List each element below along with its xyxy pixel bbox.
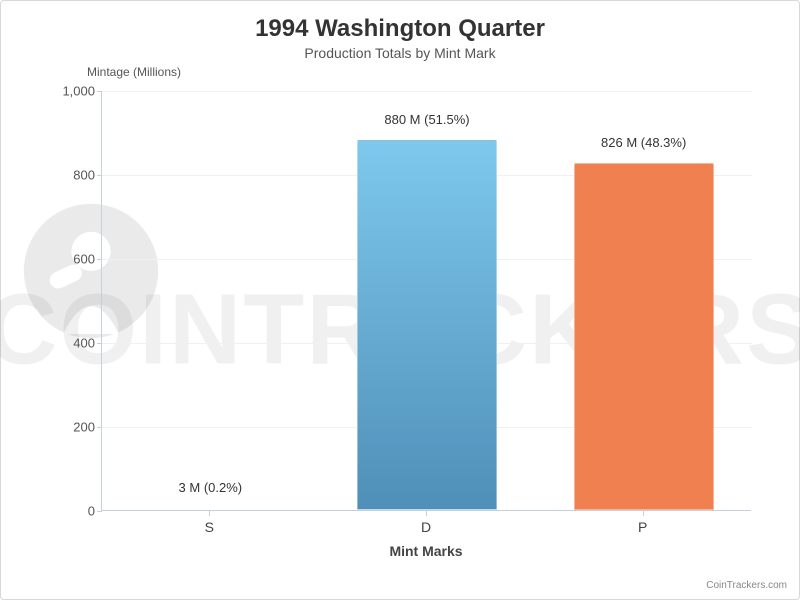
y-tick-mark (97, 91, 102, 92)
y-axis-label: Mintage (Millions) (87, 65, 181, 79)
x-tick-label-P: P (638, 519, 647, 535)
credit-text: CoinTrackers.com (706, 580, 787, 591)
y-tick-mark (97, 259, 102, 260)
gridline (102, 91, 752, 92)
bar-S (140, 508, 280, 510)
bar-P (574, 163, 714, 510)
y-tick-label: 800 (45, 168, 95, 183)
y-tick-mark (97, 343, 102, 344)
plot-area: 02004006008001,0003 M (0.2%)880 M (51.5%… (101, 91, 751, 511)
title-block: 1994 Washington Quarter Production Total… (1, 1, 799, 61)
y-tick-label: 600 (45, 252, 95, 267)
bar-label-P: 826 M (48.3%) (601, 135, 686, 150)
y-tick-label: 400 (45, 336, 95, 351)
y-tick-label: 1,000 (45, 84, 95, 99)
chart-subtitle: Production Totals by Mint Mark (1, 45, 799, 61)
y-tick-mark (97, 511, 102, 512)
chart-title: 1994 Washington Quarter (1, 15, 799, 43)
x-tick-label-D: D (421, 519, 431, 535)
x-tick-mark (643, 511, 644, 516)
x-tick-mark (426, 511, 427, 516)
y-tick-mark (97, 427, 102, 428)
bar-D (357, 140, 497, 510)
y-tick-label: 0 (45, 504, 95, 519)
x-axis-label: Mint Marks (389, 543, 462, 559)
bar-chart: 02004006008001,0003 M (0.2%)880 M (51.5%… (101, 91, 751, 511)
y-tick-label: 200 (45, 420, 95, 435)
bar-label-S: 3 M (0.2%) (179, 480, 243, 495)
y-tick-mark (97, 175, 102, 176)
x-tick-mark (209, 511, 210, 516)
x-tick-label-S: S (205, 519, 214, 535)
bar-label-D: 880 M (51.5%) (384, 112, 469, 127)
